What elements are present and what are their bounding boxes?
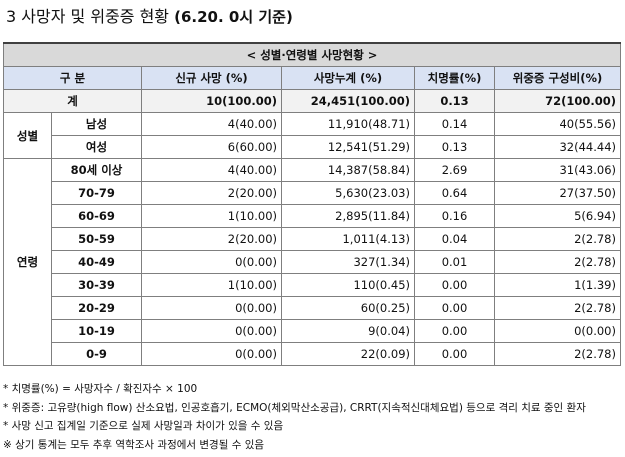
footnote: ※ 상기 통계는 모두 추후 역학조사 과정에서 변경될 수 있음 — [3, 438, 265, 451]
row-new: 0(0.00) — [141, 319, 282, 343]
row-new: 0(0.00) — [141, 296, 282, 320]
total-label: 계 — [3, 89, 142, 113]
table-row: 10-19 0(0.00) 9(0.04) 0.00 0(0.00) — [4, 319, 621, 343]
sex-group-label: 성별 — [3, 112, 52, 159]
total-cfr: 0.13 — [414, 89, 495, 113]
row-label: 30-39 — [51, 273, 142, 297]
table-row: 성별 남성 4(40.00) 11,910(48.71) 0.14 40(55.… — [3, 112, 621, 159]
table-caption: < 성별·연령별 사망현황 > — [3, 42, 621, 67]
row-label: 40-49 — [51, 250, 142, 274]
row-new: 4(40.00) — [141, 158, 282, 182]
row-new: 0(0.00) — [141, 342, 282, 366]
footnotes: * 치명률(%) = 사망자수 / 확진자수 × 100 * 위중증: 고유량(… — [3, 380, 620, 454]
table-caption-row: < 성별·연령별 사망현황 > — [3, 42, 621, 67]
row-severe: 2(2.78) — [494, 342, 621, 366]
row-cum: 327(1.34) — [281, 250, 415, 274]
total-severe: 72(100.00) — [494, 89, 621, 113]
table-row: 20-29 0(0.00) 60(0.25) 0.00 2(2.78) — [4, 296, 621, 320]
footnote: * 사망 신고 집계일 기준으로 실제 사망일과 차이가 있을 수 있음 — [3, 420, 284, 432]
row-new: 1(10.00) — [141, 204, 282, 228]
title-text: 3 사망자 및 위중증 현황 — [6, 7, 170, 26]
death-status-table: < 성별·연령별 사망현황 > 구 분 신규 사망 (%) 사망누계 (%) 치… — [3, 42, 621, 366]
row-cum: 9(0.04) — [281, 319, 415, 343]
row-new: 2(20.00) — [141, 227, 282, 251]
row-cfr: 0.04 — [414, 227, 495, 251]
row-severe: 2(2.78) — [494, 227, 621, 251]
row-cfr: 0.14 — [414, 112, 495, 136]
title-date: (6.20. 0시 기준) — [174, 8, 293, 26]
row-cfr: 0.16 — [414, 204, 495, 228]
table-row: 70-79 2(20.00) 5,630(23.03) 0.64 27(37.5… — [4, 181, 621, 205]
row-new: 0(0.00) — [141, 250, 282, 274]
row-cfr: 2.69 — [414, 158, 495, 182]
header-fatality-rate: 치명률(%) — [414, 66, 495, 90]
row-label: 10-19 — [51, 319, 142, 343]
row-new: 1(10.00) — [141, 273, 282, 297]
section-title: 3 사망자 및 위중증 현황 (6.20. 0시 기준) — [6, 6, 293, 28]
table-row: 40-49 0(0.00) 327(1.34) 0.01 2(2.78) — [4, 250, 621, 274]
total-row: 계 10(100.00) 24,451(100.00) 0.13 72(100.… — [3, 89, 621, 113]
row-severe: 32(44.44) — [494, 135, 621, 159]
row-cum: 14,387(58.84) — [281, 158, 415, 182]
table-row: 연령 80세 이상 4(40.00) 14,387(58.84) 2.69 31… — [3, 158, 621, 366]
row-label: 80세 이상 — [51, 158, 142, 182]
row-label: 0-9 — [51, 342, 142, 366]
row-severe: 5(6.94) — [494, 204, 621, 228]
table-row: 60-69 1(10.00) 2,895(11.84) 0.16 5(6.94) — [4, 204, 621, 228]
row-cfr: 0.00 — [414, 319, 495, 343]
row-new: 6(60.00) — [141, 135, 282, 159]
row-cum: 12,541(51.29) — [281, 135, 415, 159]
row-severe: 27(37.50) — [494, 181, 621, 205]
row-cum: 110(0.45) — [281, 273, 415, 297]
total-cum: 24,451(100.00) — [281, 89, 415, 113]
table-row: 50-59 2(20.00) 1,011(4.13) 0.04 2(2.78) — [4, 227, 621, 251]
header-new-deaths: 신규 사망 (%) — [141, 66, 282, 90]
row-label: 50-59 — [51, 227, 142, 251]
footnote: * 치명률(%) = 사망자수 / 확진자수 × 100 — [3, 383, 198, 395]
total-new: 10(100.00) — [141, 89, 282, 113]
row-cfr: 0.00 — [414, 296, 495, 320]
row-severe: 2(2.78) — [494, 250, 621, 274]
table-header-row: 구 분 신규 사망 (%) 사망누계 (%) 치명률(%) 위중증 구성비(%) — [3, 66, 621, 90]
row-cum: 5,630(23.03) — [281, 181, 415, 205]
row-cum: 22(0.09) — [281, 342, 415, 366]
table-row: 여성 6(60.00) 12,541(51.29) 0.13 32(44.44) — [4, 135, 621, 159]
header-group: 구 분 — [3, 66, 142, 90]
row-cum: 1,011(4.13) — [281, 227, 415, 251]
row-severe: 31(43.06) — [494, 158, 621, 182]
row-severe: 40(55.56) — [494, 112, 621, 136]
row-label: 70-79 — [51, 181, 142, 205]
row-cfr: 0.00 — [414, 273, 495, 297]
row-cum: 60(0.25) — [281, 296, 415, 320]
row-cfr: 0.01 — [414, 250, 495, 274]
row-cfr: 0.00 — [414, 342, 495, 366]
table-row: 30-39 1(10.00) 110(0.45) 0.00 1(1.39) — [4, 273, 621, 297]
header-cum-deaths: 사망누계 (%) — [281, 66, 415, 90]
row-new: 2(20.00) — [141, 181, 282, 205]
row-cum: 2,895(11.84) — [281, 204, 415, 228]
row-label: 60-69 — [51, 204, 142, 228]
row-cfr: 0.13 — [414, 135, 495, 159]
age-group-label: 연령 — [3, 158, 52, 366]
row-label: 20-29 — [51, 296, 142, 320]
row-severe: 1(1.39) — [494, 273, 621, 297]
row-cum: 11,910(48.71) — [281, 112, 415, 136]
row-label: 여성 — [51, 135, 142, 159]
footnote: * 위중증: 고유량(high flow) 산소요법, 인공호흡기, ECMO(… — [3, 401, 586, 414]
row-new: 4(40.00) — [141, 112, 282, 136]
header-severe: 위중증 구성비(%) — [494, 66, 621, 90]
row-severe: 0(0.00) — [494, 319, 621, 343]
table-row: 0-9 0(0.00) 22(0.09) 0.00 2(2.78) — [4, 342, 621, 366]
row-severe: 2(2.78) — [494, 296, 621, 320]
row-label: 남성 — [51, 112, 142, 136]
row-cfr: 0.64 — [414, 181, 495, 205]
